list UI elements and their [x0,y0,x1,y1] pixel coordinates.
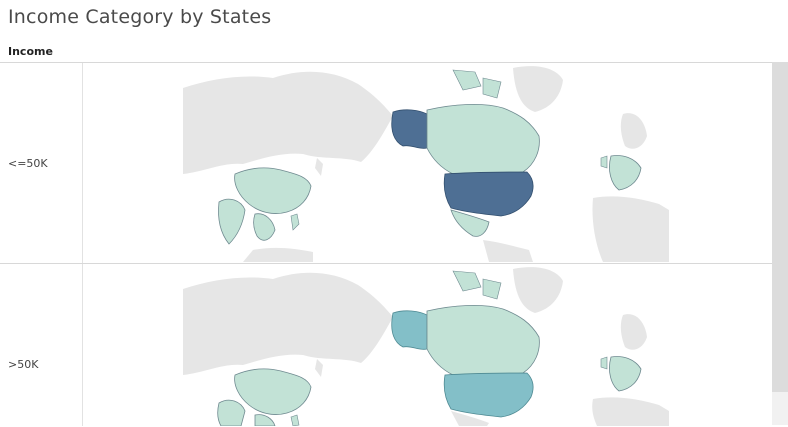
canada-shape [426,103,540,175]
greenland-shape [513,66,563,112]
russia-shape [183,272,393,375]
row-header-divider [82,63,83,426]
greenland-shape [513,267,563,313]
india-shape [218,198,246,245]
world-map-high [183,265,669,426]
japan-shape [315,158,323,176]
scandinavia-shape [620,113,647,149]
arctic-islands-shape [452,69,502,99]
map-row-low-income: <=50K [0,63,772,264]
mexico-shape [450,209,490,237]
arctic-islands-shape [452,270,502,300]
map-row-high-income: >50K [0,264,772,426]
south-america-shape [483,240,533,262]
column-header-income: Income [8,45,53,58]
china-shape [234,368,312,415]
map-grid: <=50K [0,62,772,426]
uk-shape [600,356,608,370]
india-shape [217,399,246,426]
indonesia-shape [243,247,313,262]
europe-shape [609,155,642,191]
scandinavia-shape [620,314,647,350]
philippines-shape [290,213,300,231]
alaska-shape [391,310,428,350]
mexico-shape [451,411,489,426]
row-label: <=50K [8,157,48,170]
row-label: >50K [8,358,39,371]
vertical-scrollbar[interactable] [772,62,788,425]
russia-shape [183,71,393,174]
world-map-low [183,64,669,262]
page-title: Income Category by States [8,6,272,28]
japan-shape [315,359,323,377]
europe-shape [609,356,642,392]
africa-shape [592,196,669,262]
philippines-shape [290,414,300,426]
china-shape [234,167,312,214]
alaska-shape [391,109,428,149]
map-pane-low-income[interactable] [183,64,669,262]
usa-shape [443,372,534,418]
scrollbar-thumb[interactable] [772,62,788,392]
map-pane-high-income[interactable] [183,265,669,426]
uk-shape [600,155,608,169]
se-asia-shape [253,213,276,241]
se-asia-shape [254,414,276,426]
canada-shape [426,304,540,376]
usa-shape [443,171,534,217]
africa-shape [592,397,669,426]
